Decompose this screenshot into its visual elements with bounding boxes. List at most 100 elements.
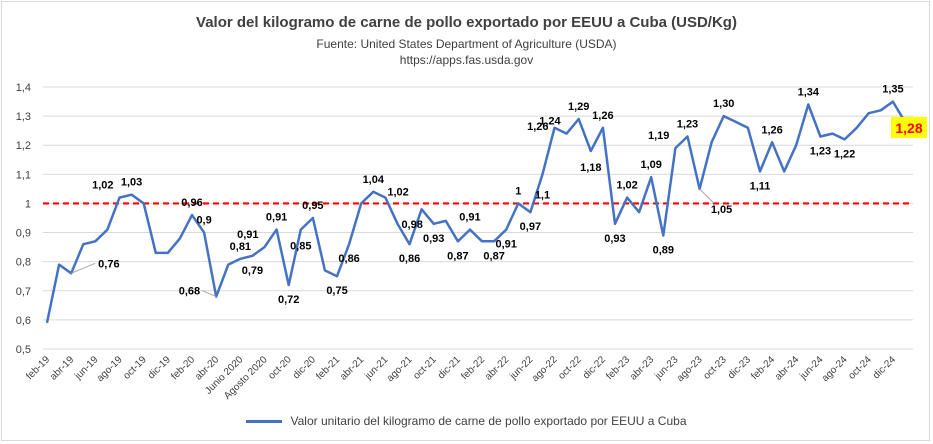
data-label: 1,04 bbox=[363, 174, 385, 186]
y-tick-label: 0,5 bbox=[16, 344, 31, 356]
data-point bbox=[566, 133, 568, 135]
data-point bbox=[46, 322, 48, 324]
data-label: 0,85 bbox=[290, 241, 311, 253]
x-tick-label: oct-19 bbox=[121, 354, 149, 382]
x-tick-label: feb-22 bbox=[459, 354, 487, 382]
data-label: 0,9 bbox=[196, 215, 211, 227]
series-group bbox=[45, 100, 907, 324]
data-point bbox=[155, 252, 157, 254]
data-point bbox=[626, 197, 628, 199]
data-label-leader bbox=[70, 262, 96, 274]
data-point bbox=[433, 223, 435, 225]
data-label: 1,02 bbox=[616, 180, 637, 192]
chart-subtitle-source: Fuente: United States Department of Agri… bbox=[316, 37, 617, 51]
data-point bbox=[457, 240, 459, 242]
y-tick-label: 1 bbox=[25, 198, 31, 210]
data-point bbox=[493, 240, 495, 242]
data-point bbox=[554, 127, 556, 129]
data-point bbox=[82, 243, 84, 245]
data-point bbox=[179, 237, 181, 239]
data-point bbox=[795, 144, 797, 146]
data-label: 0,87 bbox=[447, 250, 468, 262]
data-label: 0,93 bbox=[604, 233, 625, 245]
y-tick-label: 0,9 bbox=[16, 228, 31, 240]
data-point bbox=[868, 112, 870, 114]
data-point bbox=[336, 275, 338, 277]
chart-title: Valor del kilogramo de carne de pollo ex… bbox=[196, 14, 737, 31]
data-label: 0,91 bbox=[266, 212, 287, 224]
y-tick-label: 1,4 bbox=[16, 82, 31, 94]
x-tick-label: feb-23 bbox=[604, 354, 632, 382]
y-tick-label: 0,6 bbox=[16, 315, 31, 327]
x-tick-label: ago-22 bbox=[530, 354, 560, 384]
x-tick-label: abr-22 bbox=[483, 354, 512, 383]
data-point bbox=[58, 264, 60, 266]
data-label: 0,89 bbox=[653, 244, 674, 256]
data-label: 1,03 bbox=[121, 177, 142, 189]
x-tick-label: dic-19 bbox=[146, 354, 173, 381]
legend-label: Valor unitario del kilogramo de carne de… bbox=[290, 414, 687, 428]
data-label: 1,30 bbox=[713, 98, 734, 110]
data-point bbox=[239, 258, 241, 260]
data-point bbox=[131, 194, 133, 196]
data-point bbox=[517, 202, 519, 204]
data-point bbox=[445, 220, 447, 222]
data-point bbox=[384, 197, 386, 199]
data-label: 0,93 bbox=[423, 233, 444, 245]
data-point bbox=[312, 217, 314, 219]
x-tick-label: ago-24 bbox=[820, 354, 850, 384]
chart-subtitle-url: https://apps.fas.usda.gov bbox=[399, 53, 534, 67]
data-label: 0,98 bbox=[401, 219, 422, 231]
y-tick-label: 0,8 bbox=[16, 257, 31, 269]
x-tick-label: ago-21 bbox=[385, 354, 415, 384]
data-labels: 0,761,02 1,030,960,90,680,810,790,910,910… bbox=[70, 84, 927, 306]
data-label: 0,91 bbox=[459, 212, 480, 224]
data-point bbox=[759, 170, 761, 172]
data-label: 1,11 bbox=[750, 180, 771, 192]
x-tick-label: oct-23 bbox=[701, 354, 729, 382]
data-label: 1,02 bbox=[387, 187, 408, 199]
data-point bbox=[541, 173, 543, 175]
data-point bbox=[300, 229, 302, 231]
data-point bbox=[360, 202, 362, 204]
data-point bbox=[469, 229, 471, 231]
x-tick-label: feb-20 bbox=[169, 354, 197, 382]
x-tick-label: dic-20 bbox=[291, 354, 318, 381]
data-label: 1,02 bbox=[92, 180, 113, 192]
data-point bbox=[167, 252, 169, 254]
data-point bbox=[251, 255, 253, 257]
data-point bbox=[191, 214, 193, 216]
x-tick-label: oct-21 bbox=[411, 354, 439, 382]
highlight-label-background bbox=[891, 116, 927, 138]
x-tick-label: ago-19 bbox=[95, 354, 125, 384]
data-label: 1 bbox=[515, 185, 521, 197]
data-point bbox=[264, 246, 266, 248]
data-label: 1,35 bbox=[882, 84, 903, 96]
data-point bbox=[819, 135, 821, 137]
data-label: 1,18 bbox=[580, 162, 601, 174]
data-point bbox=[892, 101, 894, 103]
data-label: 1,23 bbox=[677, 118, 698, 130]
data-label: 0,68 bbox=[179, 286, 200, 298]
data-point bbox=[614, 223, 616, 225]
x-tick-label: dic-23 bbox=[726, 354, 753, 381]
data-point bbox=[723, 115, 725, 117]
data-point bbox=[880, 109, 882, 111]
data-point bbox=[481, 240, 483, 242]
data-label: 0,86 bbox=[338, 253, 359, 265]
data-point bbox=[348, 243, 350, 245]
series-line bbox=[45, 100, 907, 324]
x-tick-label: feb-21 bbox=[314, 354, 342, 382]
x-tick-label: abr-23 bbox=[628, 354, 657, 383]
data-label: 1,26 bbox=[527, 121, 548, 133]
data-point bbox=[143, 202, 145, 204]
data-point bbox=[276, 229, 278, 231]
data-point bbox=[590, 150, 592, 152]
x-tick-label: dic-24 bbox=[871, 354, 898, 381]
x-tick-label: abr-24 bbox=[773, 354, 802, 383]
y-axis-ticks: 0,5 0,6 0,7 0,8 0,9 1 1,1 1,2 1,3 1,4 bbox=[16, 82, 31, 356]
data-label: 0,75 bbox=[326, 285, 347, 297]
data-label: 1,24 bbox=[539, 116, 561, 128]
